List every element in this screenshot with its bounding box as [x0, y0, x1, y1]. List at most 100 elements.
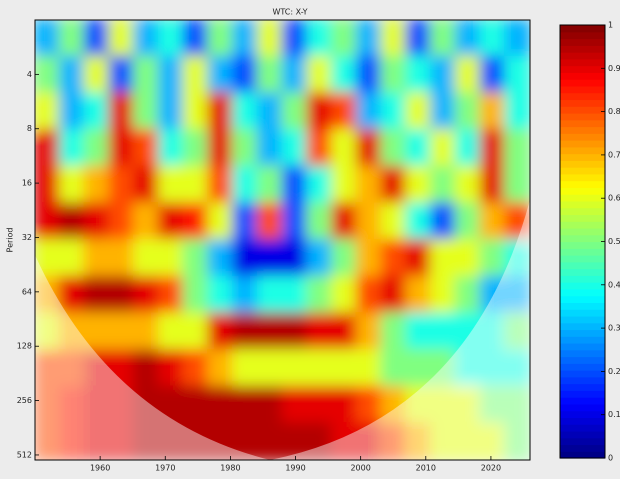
heat-cell: [108, 56, 135, 95]
colorbar-swatch: [560, 289, 605, 296]
heat-cell: [430, 56, 457, 95]
heat-cell: [306, 166, 333, 205]
colorbar-swatch: [560, 154, 605, 161]
colorbar-swatch: [560, 296, 605, 303]
heat-cell: [306, 276, 333, 315]
heat-cell: [331, 276, 358, 315]
heat-cell: [381, 312, 408, 351]
heat-cell: [183, 386, 210, 425]
colorbar-swatch: [560, 343, 605, 350]
x-tick-label: 1960: [90, 464, 110, 473]
colorbar-swatch: [560, 25, 605, 32]
y-tick-label: 4: [27, 70, 32, 79]
heat-cell: [257, 386, 284, 425]
heat-cell: [356, 349, 383, 388]
heat-cell: [257, 56, 284, 95]
colorbar-swatch: [560, 242, 605, 249]
y-tick-label: 64: [22, 287, 32, 296]
heat-cell: [133, 349, 160, 388]
heat-cell: [232, 386, 259, 425]
heat-cell: [158, 92, 185, 131]
heat-cell: [282, 19, 309, 58]
heat-cell: [455, 202, 482, 241]
heat-cell: [306, 202, 333, 241]
colorbar-swatch: [560, 451, 605, 458]
colorbar-swatch: [560, 390, 605, 397]
colorbar-swatch: [560, 350, 605, 357]
colorbar-swatch: [560, 187, 605, 194]
colorbar-swatch: [560, 269, 605, 276]
heat-cell: [34, 129, 61, 168]
heat-cell: [84, 276, 111, 315]
heat-cell: [207, 166, 234, 205]
colorbar-tick-label: 0.9: [608, 64, 620, 73]
heat-cell: [158, 349, 185, 388]
colorbar-swatch: [560, 221, 605, 228]
colorbar-tick-label: 0.7: [608, 150, 620, 159]
heat-cell: [455, 129, 482, 168]
heat-cell: [232, 129, 259, 168]
heat-cell: [59, 202, 86, 241]
heat-cell: [331, 239, 358, 278]
heat-cell: [381, 349, 408, 388]
heat-cell: [207, 239, 234, 278]
heat-cell: [183, 129, 210, 168]
heat-cell: [480, 19, 507, 58]
heat-cell: [257, 276, 284, 315]
colorbar-swatch: [560, 52, 605, 59]
heat-cell: [480, 239, 507, 278]
x-tick-label: 2020: [481, 464, 501, 473]
heat-cell: [158, 276, 185, 315]
heat-cell: [306, 19, 333, 58]
heat-cell: [232, 276, 259, 315]
heat-cell: [158, 56, 185, 95]
heat-cell: [405, 276, 432, 315]
colorbar-swatch: [560, 140, 605, 147]
heat-cell: [430, 166, 457, 205]
heat-cell: [183, 239, 210, 278]
heat-cell: [504, 129, 531, 168]
heat-cell: [59, 92, 86, 131]
heat-cell: [381, 92, 408, 131]
heat-cell: [306, 56, 333, 95]
colorbar-swatch: [560, 404, 605, 411]
heat-cell: [207, 202, 234, 241]
heat-cell: [232, 312, 259, 351]
heat-cell: [133, 56, 160, 95]
heat-cell: [133, 166, 160, 205]
colorbar-swatch: [560, 160, 605, 167]
heat-cell: [183, 276, 210, 315]
colorbar-swatch: [560, 411, 605, 418]
heat-cell: [158, 202, 185, 241]
heat-cell: [356, 92, 383, 131]
colorbar-swatch: [560, 282, 605, 289]
colorbar-swatch: [560, 167, 605, 174]
heat-cell: [207, 19, 234, 58]
heat-cell: [257, 312, 284, 351]
heat-cell: [331, 202, 358, 241]
heat-cell: [405, 56, 432, 95]
colorbar-swatch: [560, 120, 605, 127]
heat-cell: [158, 239, 185, 278]
heat-cell: [34, 92, 61, 131]
heat-cell: [232, 239, 259, 278]
colorbar-swatch: [560, 384, 605, 391]
heat-cell: [430, 312, 457, 351]
colorbar-tick-label: 0.8: [608, 107, 620, 116]
colorbar-swatch: [560, 377, 605, 384]
y-tick-label: 8: [27, 124, 32, 133]
heat-cell: [282, 386, 309, 425]
heat-cell: [480, 92, 507, 131]
heat-cell: [356, 386, 383, 425]
heat-cell: [207, 92, 234, 131]
heat-cell: [34, 166, 61, 205]
heat-cell: [381, 129, 408, 168]
heat-cell: [108, 166, 135, 205]
chart-title: WTC: X-Y: [272, 8, 307, 17]
heat-cell: [183, 56, 210, 95]
heat-cell: [232, 56, 259, 95]
heat-cell: [282, 166, 309, 205]
chart: WTC: X-Y Period 196019701980199020002010…: [0, 0, 620, 479]
heat-cell: [455, 166, 482, 205]
heat-cell: [34, 56, 61, 95]
